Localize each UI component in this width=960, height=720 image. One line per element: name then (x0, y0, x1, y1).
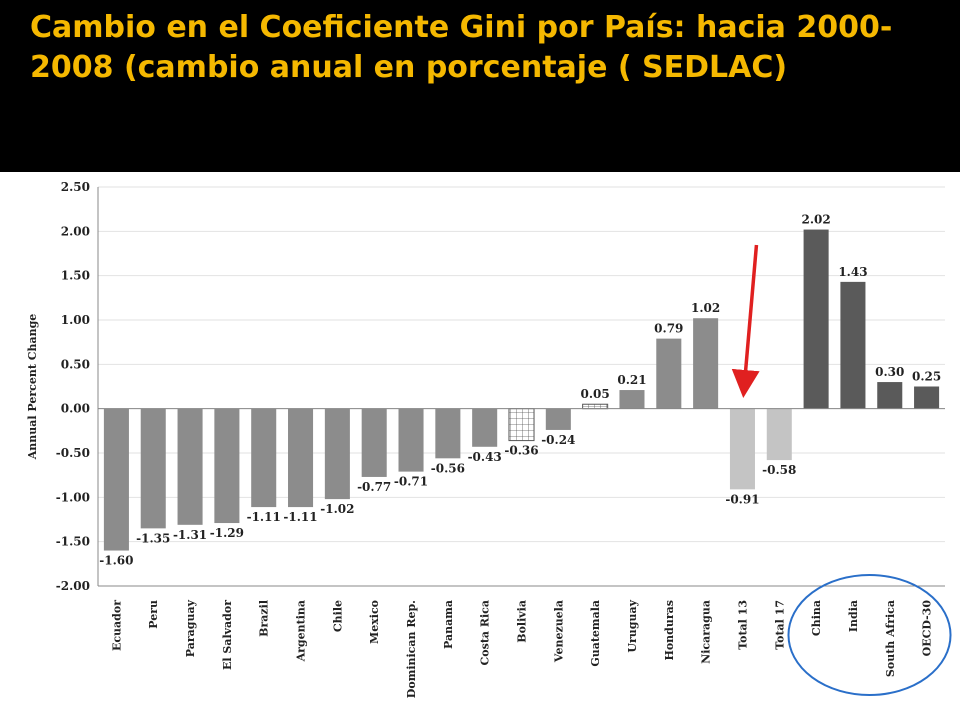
bar-nicaragua (693, 318, 719, 409)
data-label: -0.43 (468, 450, 502, 464)
bar-paraguay (177, 408, 203, 525)
x-tick-label: Honduras (663, 600, 676, 661)
x-tick-label: Mexico (368, 600, 381, 644)
x-tick-label: El Salvador (221, 600, 234, 670)
data-labels: -1.60-1.35 -1.31 -1.29-1.11 -1.11-1.02-0.77… (99, 213, 941, 568)
x-tick-label: Argentina (295, 600, 308, 662)
gini-bar-chart: -1.60-1.35 -1.31 -1.29-1.11 -1.11-1.02-0.77… (26, 180, 952, 698)
data-label: -0.71 (394, 475, 428, 489)
bar-china (803, 229, 829, 409)
x-tick-label: Nicaragua (700, 600, 713, 664)
data-label: 0.21 (617, 373, 646, 387)
data-label: 0.05 (581, 387, 610, 401)
bar-chile (324, 408, 350, 500)
bar-costa-rica (472, 408, 498, 447)
bar-mexico (361, 408, 387, 477)
data-label: -0.91 (725, 492, 759, 506)
x-tick-label: South Africa (884, 600, 897, 677)
data-label: -0.77 (357, 480, 391, 494)
y-tick-label: -1.00 (56, 490, 90, 504)
data-label: -1.31 (173, 528, 207, 542)
slide-title: Cambio en el Coeficiente Gini por País: … (30, 10, 893, 85)
data-label: 0.79 (654, 322, 683, 336)
data-label: 2.02 (801, 213, 830, 227)
x-tick-label: Venezuela (552, 600, 565, 663)
data-label: -1.02 (320, 502, 354, 516)
bar-uruguay (619, 390, 645, 409)
bar-peru (140, 408, 166, 529)
axes: 2.502.001.501.000.500.00-0.50-1.00-1.50-… (26, 180, 945, 698)
x-tick-label: Panama (442, 600, 455, 649)
y-tick-label: 0.00 (61, 402, 90, 416)
y-tick-label: 0.50 (61, 357, 90, 371)
bar-brazil (251, 408, 277, 508)
y-tick-label: -0.50 (56, 446, 90, 460)
bar-venezuela (545, 408, 571, 430)
data-label: -0.24 (541, 433, 575, 447)
x-tick-label: Dominican Rep. (405, 600, 418, 698)
x-tick-label: Peru (147, 600, 160, 629)
bar-india (840, 281, 866, 409)
bar-south-africa (877, 382, 903, 409)
data-label: -1.35 (136, 531, 170, 545)
data-label: -1.60 (99, 554, 133, 568)
x-tick-label: OECD-30 (921, 600, 934, 657)
y-tick-label: 2.50 (61, 180, 90, 194)
x-tick-label: Total 13 (736, 600, 749, 650)
y-tick-label: -2.00 (56, 579, 90, 593)
data-label: -0.56 (431, 461, 465, 475)
bar-el-salvador (214, 408, 240, 524)
annotations (731, 244, 952, 696)
x-tick-label: Uruguay (626, 599, 639, 652)
x-tick-label: Bolivia (516, 600, 529, 643)
chart-panel: -1.60 -1.35 -1.31 -1.29 -1.11 -1.11 -1.02 -0.77… (0, 172, 960, 720)
data-label: -1.29 (210, 526, 244, 540)
data-label: 1.43 (838, 265, 867, 279)
y-tick-label: 1.50 (61, 269, 90, 283)
x-tick-label: Costa Rica (479, 600, 492, 665)
y-tick-label: 2.00 (61, 224, 90, 238)
data-label: -0.36 (504, 444, 538, 458)
x-tick-label: China (810, 600, 823, 636)
data-label: -0.58 (762, 463, 796, 477)
bars (103, 229, 940, 551)
red-arrow (731, 244, 760, 398)
bar-argentina (288, 408, 314, 508)
x-tick-label: Total 17 (773, 600, 786, 650)
highlight-ellipse (787, 574, 952, 696)
bar-oecd-30 (914, 386, 940, 409)
data-label: -1.11 (247, 510, 281, 524)
data-label: 0.30 (875, 365, 904, 379)
bar-panama (435, 408, 461, 459)
bar-honduras (656, 338, 682, 409)
x-tick-label: India (847, 600, 860, 632)
x-tick-label: Chile (331, 600, 344, 632)
x-tick-label: Brazil (258, 600, 271, 637)
data-label: -1.11 (283, 510, 317, 524)
x-tick-label: Paraguay (184, 599, 197, 657)
bar-dominican-rep- (398, 408, 424, 472)
bar-total-13 (729, 408, 755, 490)
y-tick-label: 1.00 (61, 313, 90, 327)
x-tick-label: Guatemala (589, 600, 602, 667)
bar-guatemala (582, 403, 609, 410)
x-tick-label: Ecuador (110, 600, 123, 651)
y-axis-label: Annual Percent Change (26, 314, 39, 461)
bar-total-17 (766, 408, 792, 461)
bar-bolivia (508, 408, 535, 442)
bar-ecuador (103, 408, 129, 551)
y-tick-label: -1.50 (56, 535, 90, 549)
data-label: 0.25 (912, 370, 941, 384)
data-label: 1.02 (691, 301, 720, 315)
